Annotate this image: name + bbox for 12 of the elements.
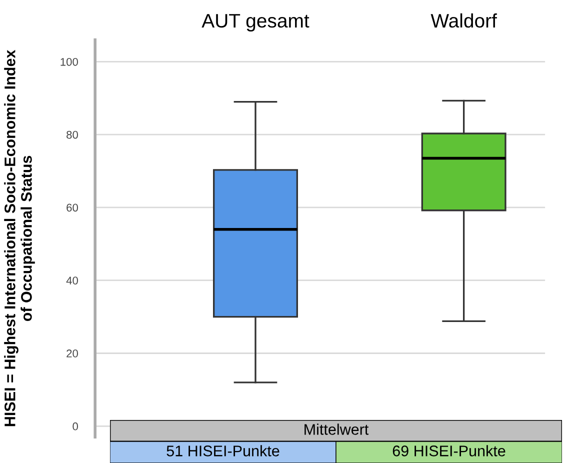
- y-axis-title: HISEI = Highest International Socio-Economic Index of Occupational Status: [4, 50, 35, 426]
- y-tick-label: 80: [66, 130, 78, 139]
- text: 51 HISEI-Punkte: [166, 445, 280, 456]
- y-tick-label: 20: [66, 350, 78, 358]
- x-tick-label: Waldorf: [430, 13, 497, 28]
- annotation: Mittelwert: [304, 424, 369, 435]
- y-tick-label: 60: [66, 204, 78, 212]
- text: 69 HISEI-Punkte: [392, 445, 506, 456]
- y-tick-label: 0: [72, 422, 78, 430]
- x-tick-label: AUT gesamt: [202, 14, 310, 32]
- y-tick-label: 100: [60, 58, 78, 66]
- y-tick-label: 40: [66, 276, 78, 284]
